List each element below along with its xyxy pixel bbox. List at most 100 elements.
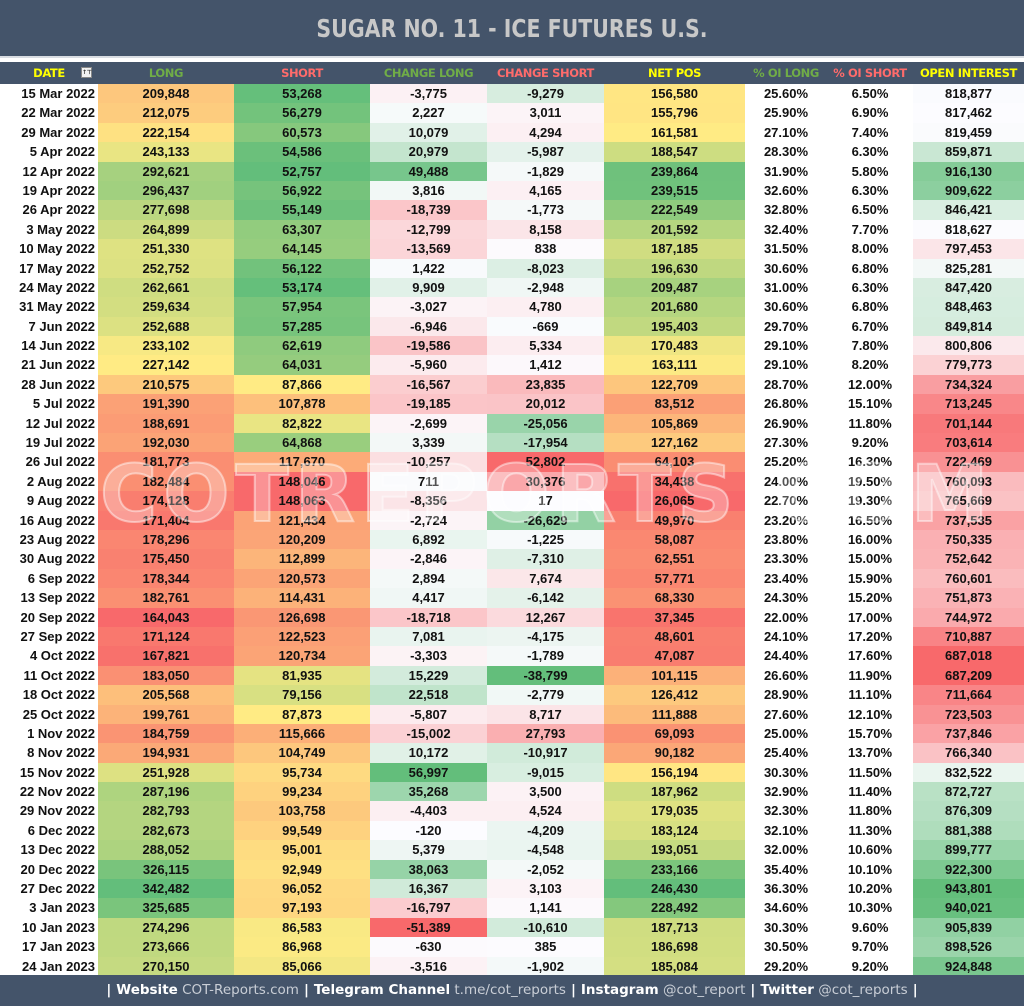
cell-change-long: 7,081 <box>370 626 487 647</box>
cell-date: 17 May 2022 <box>0 258 98 278</box>
footer-link-website[interactable]: COT-Reports.com <box>182 982 299 998</box>
table-row: 3 Jan 2023 325,685 97,193 -16,797 1,141 228,4… <box>0 898 1024 918</box>
cell-long: 282,673 <box>98 820 234 841</box>
cell-short: 86,968 <box>234 937 370 957</box>
cell-long: 252,688 <box>98 316 234 337</box>
cell-net-pos: 170,483 <box>604 336 745 356</box>
cell-change-short: -2,948 <box>487 277 604 298</box>
cell-short: 148,063 <box>234 491 370 511</box>
column-header-label: CHANGE LONG <box>383 66 474 80</box>
cell-date: 24 May 2022 <box>0 277 98 298</box>
cell-net-pos: 155,796 <box>604 103 745 123</box>
cell-long: 194,931 <box>98 743 234 763</box>
table-row: 26 Jul 2022 181,773 117,670 -10,257 52,802 64… <box>0 452 1024 472</box>
cell-pct-oi-short: 6.70% <box>827 316 913 337</box>
cell-change-short: -9,015 <box>487 762 604 783</box>
cell-open-interest: 940,021 <box>913 898 1024 918</box>
footer-link-twitter[interactable]: @cot_reports <box>818 982 908 998</box>
column-header-pct-oi-short: % OI SHORT <box>827 62 913 84</box>
cell-change-short: 8,158 <box>487 219 604 240</box>
cell-open-interest: 750,335 <box>913 529 1024 550</box>
cell-pct-oi-short: 5.80% <box>827 161 913 181</box>
cell-change-long: -630 <box>370 937 487 957</box>
cell-change-long: -5,960 <box>370 355 487 375</box>
table-row: 11 Oct 2022 183,050 81,935 15,229 -38,799 101… <box>0 665 1024 686</box>
footer-label-instagram: Instagram <box>580 982 659 998</box>
cell-long: 171,404 <box>98 510 234 530</box>
cell-change-short: -1,789 <box>487 646 604 666</box>
cell-change-short: 4,294 <box>487 122 604 143</box>
cell-pct-oi-short: 10.10% <box>827 859 913 880</box>
cell-net-pos: 64,103 <box>604 452 745 472</box>
cell-open-interest: 819,459 <box>913 122 1024 143</box>
cell-long: 243,133 <box>98 142 234 162</box>
cell-change-long: -3,303 <box>370 646 487 666</box>
column-header-label: LONG <box>148 66 184 80</box>
cell-date: 6 Dec 2022 <box>0 820 98 841</box>
cell-open-interest: 898,526 <box>913 937 1024 957</box>
cell-net-pos: 196,630 <box>604 258 745 278</box>
cell-long: 233,102 <box>98 336 234 356</box>
cell-short: 103,758 <box>234 801 370 821</box>
cell-net-pos: 188,547 <box>604 142 745 162</box>
cell-net-pos: 183,124 <box>604 820 745 841</box>
cell-net-pos: 111,888 <box>604 704 745 724</box>
cell-change-long: 2,894 <box>370 568 487 589</box>
cell-change-short: 30,376 <box>487 471 604 492</box>
cell-date: 8 Nov 2022 <box>0 743 98 763</box>
cell-short: 86,583 <box>234 917 370 938</box>
cell-date: 7 Jun 2022 <box>0 316 98 337</box>
cell-long: 270,150 <box>98 956 234 976</box>
column-header-long: LONG <box>98 62 234 84</box>
cell-long: 282,793 <box>98 801 234 821</box>
cell-change-short: -1,225 <box>487 529 604 550</box>
cell-change-short: 7,674 <box>487 568 604 589</box>
cell-open-interest: 723,503 <box>913 704 1024 724</box>
cell-open-interest: 737,535 <box>913 510 1024 530</box>
column-header-label: SHORT <box>281 66 323 80</box>
footer-link-telegram-channel[interactable]: t.me/cot_reports <box>454 982 566 998</box>
cell-short: 79,156 <box>234 685 370 705</box>
cell-date: 11 Oct 2022 <box>0 665 98 686</box>
cell-pct-oi-long: 23.40% <box>745 568 827 589</box>
cell-open-interest: 734,324 <box>913 374 1024 395</box>
table-row: 15 Mar 2022 209,848 53,268 -3,775 -9,279 156,… <box>0 84 1024 104</box>
cell-date: 12 Apr 2022 <box>0 161 98 181</box>
cell-long: 252,752 <box>98 258 234 278</box>
table-row: 21 Jun 2022 227,142 64,031 -5,960 1,412 163,1… <box>0 355 1024 375</box>
cell-long: 199,761 <box>98 704 234 724</box>
cell-open-interest: 766,340 <box>913 743 1024 763</box>
separator: | <box>912 982 918 998</box>
cell-pct-oi-long: 28.70% <box>745 374 827 395</box>
cell-change-long: 711 <box>370 471 487 492</box>
column-header-date[interactable]: DATE ↑⊤ <box>0 62 98 84</box>
cell-open-interest: 687,018 <box>913 646 1024 666</box>
cell-net-pos: 49,970 <box>604 510 745 530</box>
cell-pct-oi-short: 16.50% <box>827 510 913 530</box>
column-header-short: SHORT <box>234 62 370 84</box>
table-row: 24 Jan 2023 270,150 85,066 -3,516 -1,902 185,… <box>0 956 1024 976</box>
table-row: 8 Nov 2022 194,931 104,749 10,172 -10,917 90,… <box>0 743 1024 763</box>
cell-date: 26 Apr 2022 <box>0 200 98 220</box>
cell-date: 14 Jun 2022 <box>0 336 98 356</box>
page-title: SUGAR NO. 11 - ICE FUTURES U.S. <box>316 14 708 43</box>
cell-short: 121,434 <box>234 510 370 530</box>
cell-short: 64,868 <box>234 433 370 453</box>
cell-pct-oi-long: 30.30% <box>745 917 827 938</box>
column-header-label: DATE <box>33 66 65 80</box>
cell-change-long: 38,063 <box>370 859 487 880</box>
cell-short: 82,822 <box>234 413 370 434</box>
cell-change-short: 5,334 <box>487 336 604 356</box>
cell-net-pos: 127,162 <box>604 433 745 453</box>
sort-filter-icon[interactable]: ↑⊤ <box>81 67 92 78</box>
table-row: 5 Apr 2022 243,133 54,586 20,979 -5,987 188,5… <box>0 142 1024 162</box>
cell-pct-oi-long: 31.00% <box>745 277 827 298</box>
cell-long: 296,437 <box>98 180 234 201</box>
cell-open-interest: 881,388 <box>913 820 1024 841</box>
cell-pct-oi-long: 32.90% <box>745 782 827 802</box>
column-header-change-short: CHANGE SHORT <box>487 62 604 84</box>
footer-link-instagram[interactable]: @cot_report <box>662 982 746 998</box>
cell-pct-oi-short: 10.20% <box>827 879 913 899</box>
cell-pct-oi-short: 9.60% <box>827 917 913 938</box>
footer-label-telegram-channel: Telegram Channel <box>313 982 451 998</box>
